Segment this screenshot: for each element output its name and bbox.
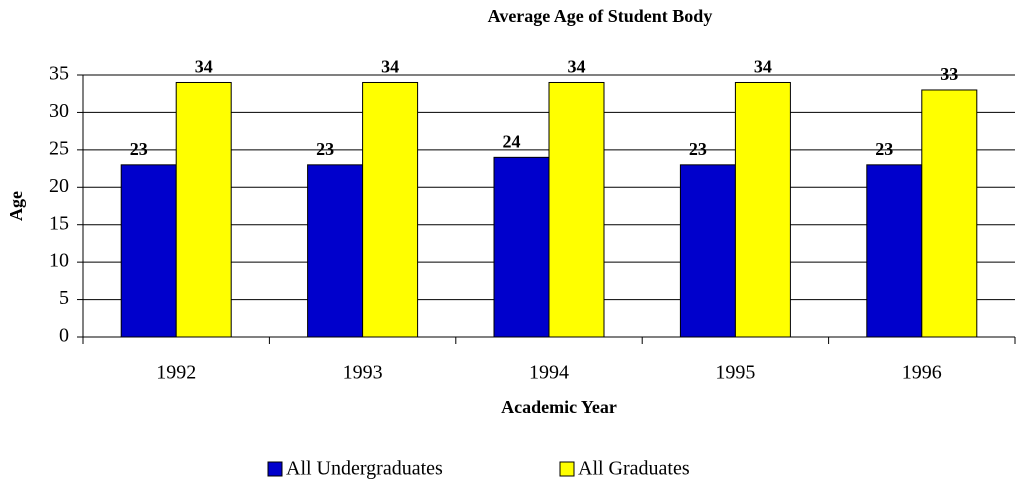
y-tick-label: 5 — [59, 287, 69, 309]
y-tick-label: 20 — [49, 175, 69, 197]
bar — [866, 164, 923, 338]
bar — [120, 164, 177, 338]
data-label: 24 — [503, 131, 521, 151]
data-label: 23 — [875, 139, 893, 159]
y-tick-label: 0 — [59, 325, 69, 347]
y-axis-label: Age — [6, 191, 26, 221]
legend-swatch — [559, 461, 575, 477]
data-label: 34 — [381, 57, 399, 77]
data-label: 23 — [689, 139, 707, 159]
x-tick-label: 1994 — [529, 362, 569, 384]
bar — [307, 164, 364, 338]
x-tick-label: 1995 — [715, 362, 755, 384]
y-tick-label: 10 — [49, 250, 69, 272]
x-tick-label: 1992 — [156, 362, 196, 384]
bar — [921, 89, 978, 338]
bar — [362, 81, 419, 338]
data-label: 34 — [754, 57, 772, 77]
chart-title: Average Age of Student Body — [488, 6, 713, 26]
y-tick-label: 25 — [49, 137, 69, 159]
bar — [679, 164, 736, 338]
data-label: 34 — [195, 57, 213, 77]
x-tick-label: 1996 — [902, 362, 942, 384]
data-label: 23 — [316, 139, 334, 159]
bar — [175, 81, 232, 338]
x-tick-label: 1993 — [343, 362, 383, 384]
y-tick-label: 15 — [49, 212, 69, 234]
data-label: 33 — [940, 64, 958, 84]
x-axis-label: Academic Year — [501, 397, 617, 417]
bar — [493, 156, 550, 338]
legend-swatch — [267, 461, 283, 477]
bar — [734, 81, 791, 338]
y-tick-label: 35 — [49, 63, 69, 85]
data-label: 34 — [568, 57, 586, 77]
bar — [548, 81, 605, 338]
legend-label: All Graduates — [578, 458, 690, 480]
y-tick-label: 30 — [49, 100, 69, 122]
legend-label: All Undergraduates — [286, 458, 443, 480]
data-label: 23 — [130, 139, 148, 159]
